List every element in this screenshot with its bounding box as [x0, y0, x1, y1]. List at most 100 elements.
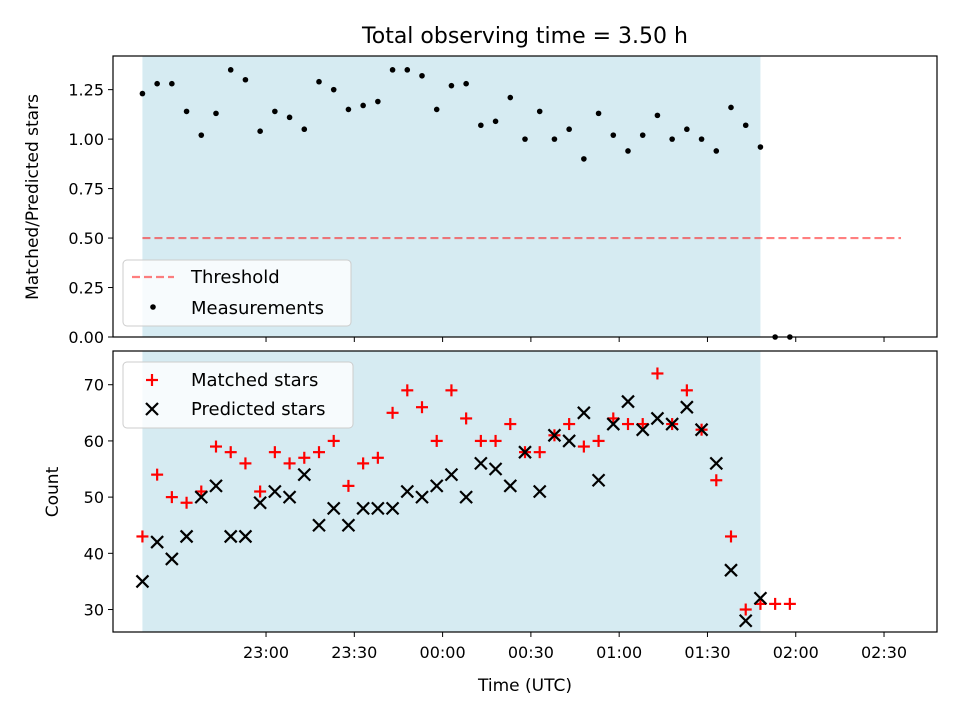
x-tick-label: 23:30 [331, 643, 377, 662]
legend-measurements-label: Measurements [191, 298, 324, 319]
predicted-point [400, 484, 415, 499]
matched-point [254, 485, 267, 498]
predicted-point [429, 479, 444, 493]
bottom-y-tick-label: 60 [84, 432, 104, 451]
measurement-point [198, 132, 205, 138]
predicted-point [591, 473, 606, 488]
matched-point [298, 451, 311, 464]
measurement-point [639, 132, 646, 138]
matched-point [769, 597, 782, 610]
matched-point [739, 603, 752, 616]
predicted-point [474, 456, 488, 471]
legend-threshold-label: Threshold [190, 267, 280, 288]
matched-point [327, 434, 340, 447]
predicted-point [150, 535, 164, 549]
measurement-point [404, 67, 411, 73]
matched-point [357, 457, 370, 470]
matched-point [592, 434, 605, 447]
legend-measurements-swatch [150, 304, 156, 310]
measurement-point [286, 114, 293, 121]
x-tick-label: 01:30 [684, 643, 730, 662]
predicted-point [577, 406, 591, 420]
bottom-ylabel: Count [43, 466, 63, 517]
measurement-point [536, 108, 543, 115]
legend-matched-swatch [146, 374, 158, 386]
predicted-point [547, 428, 562, 443]
measurement-point [610, 132, 617, 138]
measurement-point [595, 110, 602, 117]
measurement-point [507, 94, 514, 101]
measurement-point [375, 98, 381, 105]
predicted-point [532, 484, 547, 499]
measurement-point [242, 76, 249, 83]
predicted-point [488, 462, 503, 476]
measurement-point [272, 108, 278, 115]
predicted-point [297, 467, 312, 482]
x-tick-label: 02:00 [773, 643, 819, 662]
measurement-point [566, 126, 572, 133]
matched-point [533, 446, 546, 459]
predicted-point [621, 394, 635, 409]
top-y-tick-label: 1.00 [68, 130, 104, 149]
x-tick-label: 00:30 [508, 643, 554, 662]
top-x-ticks [265, 337, 885, 342]
matched-point [474, 434, 487, 447]
measurement-point [433, 106, 440, 113]
bottom-panel: 30 40 50 60 70 23:00 23:30 00:00 00:30 01:00 01:3… [43, 350, 938, 696]
bottom-legend: Matched stars Predicted stars [122, 361, 354, 429]
measurement-point [757, 144, 764, 150]
predicted-point [238, 529, 253, 544]
matched-point [430, 434, 443, 447]
matched-point [622, 418, 634, 431]
predicted-point [326, 501, 341, 516]
top-ylabel: Matched/Predicted stars [23, 94, 43, 300]
measurement-point [154, 80, 160, 87]
matched-point [401, 384, 414, 397]
matched-point [151, 468, 164, 481]
measurement-point [448, 82, 455, 89]
matched-point [313, 446, 325, 459]
top-legend-box [122, 259, 352, 327]
top-panel: 0.00 0.25 0.50 0.75 1.00 1.25 Matched/Predict… [23, 55, 938, 347]
measurement-point [139, 90, 146, 97]
top-y-tick-label: 0.25 [68, 279, 104, 298]
x-axis-label: Time (UTC) [477, 676, 572, 696]
predicted-point [606, 417, 621, 431]
predicted-point [709, 456, 724, 471]
predicted-point [635, 422, 650, 437]
predicted-point [503, 479, 518, 493]
x-tick-label: 01:00 [596, 643, 642, 662]
measurement-point [316, 78, 322, 85]
predicted-point [459, 490, 473, 504]
matched-point [710, 474, 723, 487]
predicted-point [268, 484, 282, 499]
matched-point [460, 412, 473, 425]
matched-stars-points [136, 367, 796, 616]
bottom-y-tick-label: 70 [84, 376, 104, 395]
matched-point [386, 406, 399, 419]
predicted-point [518, 445, 532, 459]
matched-point [577, 440, 590, 453]
predicted-point [209, 479, 223, 493]
top-axes-frame [112, 55, 938, 338]
matched-point [371, 451, 384, 464]
top-y-tick-label: 0.00 [68, 328, 104, 347]
matched-point [342, 479, 355, 492]
measurement-point [183, 108, 190, 115]
legend-predicted-swatch [145, 402, 159, 416]
bottom-y-tick-label: 30 [84, 601, 104, 620]
measurement-point [330, 86, 337, 93]
predicted-point [562, 434, 576, 448]
predicted-point [415, 490, 429, 504]
predicted-point [282, 490, 297, 504]
measurement-point [360, 102, 366, 109]
top-y-axis: 0.00 0.25 0.50 0.75 1.00 1.25 [68, 81, 113, 347]
bottom-y-tick-label: 40 [84, 544, 104, 563]
predicted-stars-points [135, 394, 768, 628]
chart-title: Total observing time = 3.50 h [361, 24, 688, 49]
x-tick-label: 23:00 [243, 643, 289, 662]
measurement-point [257, 128, 263, 134]
bottom-x-axis: 23:00 23:30 00:00 00:30 01:00 01:30 02:00 02:30 [243, 632, 907, 662]
predicted-point [223, 529, 238, 544]
measurement-point [742, 122, 749, 129]
